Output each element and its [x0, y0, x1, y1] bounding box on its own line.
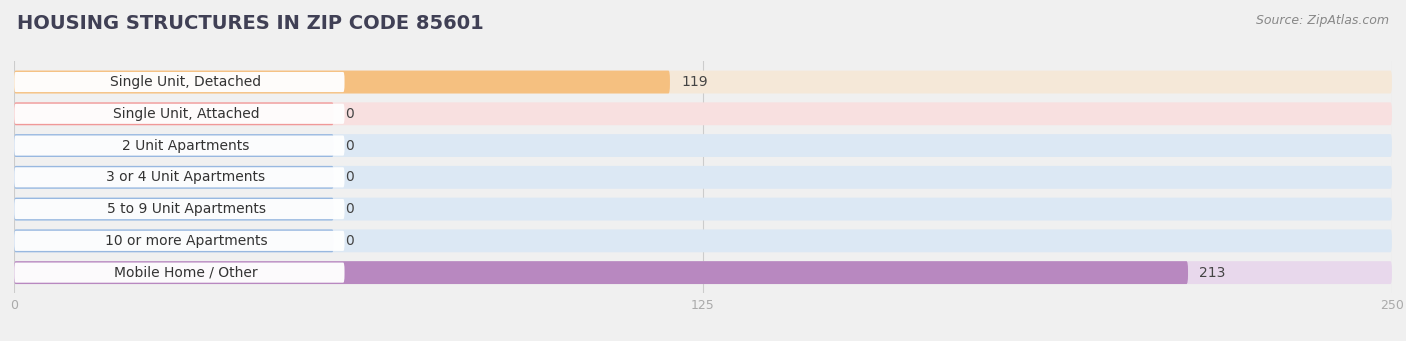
FancyBboxPatch shape	[14, 135, 344, 155]
FancyBboxPatch shape	[14, 231, 344, 251]
FancyBboxPatch shape	[14, 263, 344, 283]
Text: 0: 0	[344, 107, 353, 121]
Text: Source: ZipAtlas.com: Source: ZipAtlas.com	[1256, 14, 1389, 27]
Text: 10 or more Apartments: 10 or more Apartments	[104, 234, 267, 248]
FancyBboxPatch shape	[14, 198, 333, 221]
FancyBboxPatch shape	[14, 166, 333, 189]
Text: Single Unit, Attached: Single Unit, Attached	[112, 107, 259, 121]
FancyBboxPatch shape	[14, 134, 333, 157]
Text: 5 to 9 Unit Apartments: 5 to 9 Unit Apartments	[107, 202, 266, 216]
FancyBboxPatch shape	[14, 261, 1392, 284]
FancyBboxPatch shape	[14, 261, 1188, 284]
Text: Mobile Home / Other: Mobile Home / Other	[114, 266, 257, 280]
Text: 2 Unit Apartments: 2 Unit Apartments	[122, 138, 250, 152]
FancyBboxPatch shape	[14, 104, 344, 124]
FancyBboxPatch shape	[14, 198, 1392, 221]
FancyBboxPatch shape	[14, 167, 344, 188]
Text: 3 or 4 Unit Apartments: 3 or 4 Unit Apartments	[107, 170, 266, 184]
FancyBboxPatch shape	[14, 229, 1392, 252]
Text: 0: 0	[344, 202, 353, 216]
FancyBboxPatch shape	[14, 71, 1392, 93]
FancyBboxPatch shape	[14, 102, 333, 125]
Text: Single Unit, Detached: Single Unit, Detached	[111, 75, 262, 89]
Text: 0: 0	[344, 234, 353, 248]
FancyBboxPatch shape	[14, 166, 1392, 189]
FancyBboxPatch shape	[14, 229, 333, 252]
Text: HOUSING STRUCTURES IN ZIP CODE 85601: HOUSING STRUCTURES IN ZIP CODE 85601	[17, 14, 484, 33]
FancyBboxPatch shape	[14, 71, 669, 93]
FancyBboxPatch shape	[14, 134, 1392, 157]
Text: 119: 119	[681, 75, 707, 89]
Text: 213: 213	[1199, 266, 1226, 280]
Text: 0: 0	[344, 138, 353, 152]
FancyBboxPatch shape	[14, 72, 344, 92]
Text: 0: 0	[344, 170, 353, 184]
FancyBboxPatch shape	[14, 199, 344, 219]
FancyBboxPatch shape	[14, 102, 1392, 125]
